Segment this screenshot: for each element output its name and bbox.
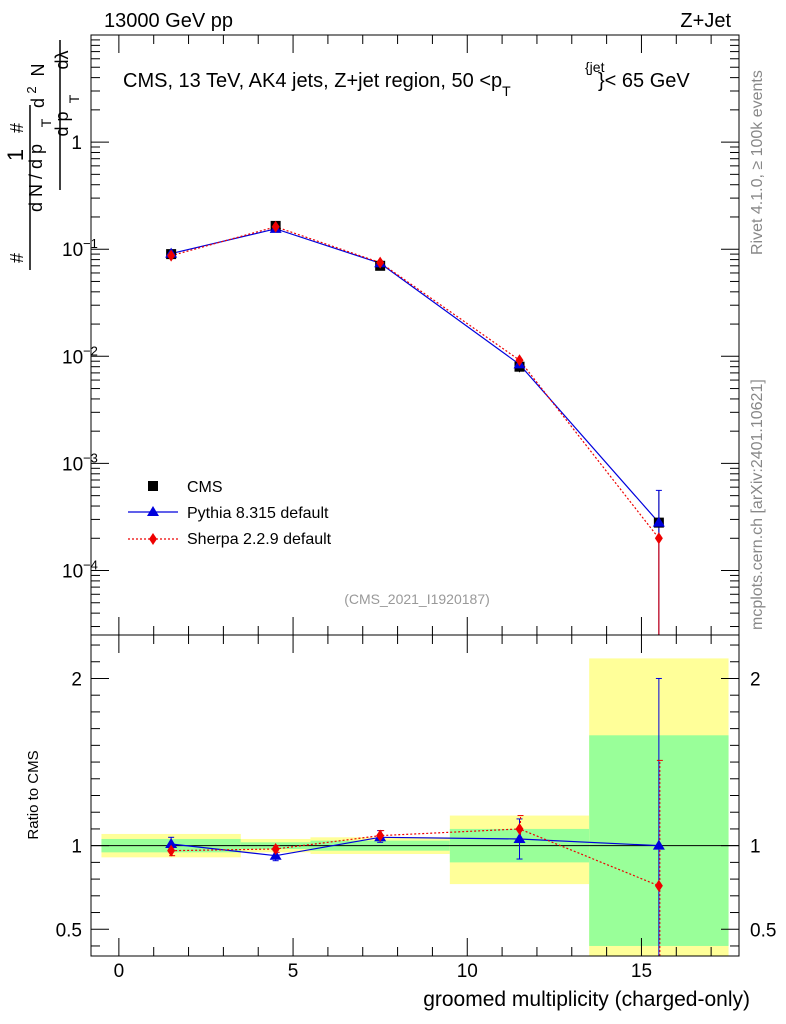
- xtick-label-0: 0: [114, 961, 125, 982]
- legend-cms-marker: [148, 481, 158, 491]
- xtick-label-1: 5: [288, 961, 299, 982]
- main-error-bars: [170, 223, 662, 635]
- main-line-pythia: [170, 228, 660, 524]
- main-y-axis-label: 1 # d N / d p T # d p T dλ d 2 N: [3, 40, 82, 270]
- main-ytick-label-exp-4: −4: [83, 558, 98, 573]
- ylabel-part-1: 1: [3, 149, 28, 161]
- ratio-markers: [165, 822, 665, 892]
- rivet-label: Rivet 4.1.0, ≥ 100k events: [749, 70, 766, 255]
- collision-label: 13000 GeV pp: [104, 10, 233, 32]
- main-point-sherpa-2: [376, 256, 385, 269]
- ratio-y-tick-labels: 0.5 0.5 1 1 2 2: [56, 669, 777, 941]
- ratio-point-sherpa-1: [271, 843, 280, 855]
- x-axis-label: groomed multiplicity (charged-only): [423, 988, 750, 1011]
- title-main: CMS, 13 TeV, AK4 jets, Z+jet region, 50 …: [123, 70, 502, 92]
- main-ytick-label-2: 10: [62, 347, 83, 368]
- x-tick-labels: 0 5 10 15: [114, 961, 652, 982]
- ratio-ytick-label-right-1: 1: [750, 837, 761, 858]
- ylabel-part-10: 2: [24, 86, 39, 93]
- legend-pythia-marker: [147, 506, 159, 516]
- main-point-sherpa-1: [271, 220, 280, 233]
- ratio-ytick-label-right-0: 0.5: [750, 920, 776, 941]
- main-ytick-label-exp-3: −3: [83, 450, 98, 465]
- main-ytick-label-1: 10: [62, 240, 83, 261]
- main-ytick-label-3: 10: [62, 454, 83, 475]
- legend-cms-label: CMS: [187, 479, 223, 496]
- ylabel-part-7: T: [66, 94, 82, 103]
- ratio-point-sherpa-0: [167, 844, 176, 857]
- ratio-ytick-label-left-0: 0.5: [56, 920, 82, 941]
- main-point-pythia-4: [652, 516, 665, 527]
- ylabel-part-4: T: [38, 118, 54, 127]
- ratio-uncertainty-bands: [101, 658, 729, 956]
- analysis-id: (CMS_2021_I1920187): [344, 591, 490, 607]
- title-tail: }< 65 GeV: [598, 70, 690, 92]
- ylabel-part-2: #: [7, 253, 27, 263]
- ratio-point-sherpa-4: [654, 879, 663, 892]
- main-point-sherpa-0: [167, 249, 176, 262]
- ratio-ticks: [91, 635, 739, 956]
- main-ticks: [91, 34, 739, 635]
- main-y-tick-labels: 110−110−210−310−4: [62, 133, 98, 582]
- main-point-sherpa-3: [515, 354, 524, 367]
- main-ytick-label-exp-1: −1: [83, 236, 98, 251]
- legend-sherpa-label: Sherpa 2.2.9 default: [187, 531, 332, 548]
- ratio-ytick-label-left-2: 2: [71, 669, 82, 690]
- ratio-point-pythia-0: [165, 837, 178, 848]
- legend-pythia-label: Pythia 8.315 default: [187, 505, 329, 522]
- xtick-label-3: 15: [631, 961, 652, 982]
- ratio-point-sherpa-2: [376, 829, 385, 842]
- title-sup: {jet: [585, 59, 605, 75]
- ylabel-part-8: dλ: [52, 50, 72, 69]
- main-ytick-label-0: 1: [71, 133, 82, 154]
- main-point-sherpa-4: [654, 532, 663, 545]
- main-series-lines: [170, 226, 660, 539]
- ratio-point-pythia-4: [652, 839, 665, 850]
- main-ytick-label-exp-2: −2: [83, 343, 98, 358]
- main-markers: [165, 220, 665, 545]
- ratio-panel: 0.5 0.5 1 1 2 2 0 5 10 15 Ratio to CMS groomed m…: [25, 634, 777, 1011]
- process-label: Z+Jet: [680, 10, 731, 32]
- main-ytick-label-4: 10: [62, 562, 83, 583]
- ratio-ytick-label-right-2: 2: [750, 669, 761, 690]
- legend-sherpa-marker: [149, 533, 157, 545]
- main-panel: 110−110−210−310−4 CMS, 13 TeV, AK4 jets,…: [3, 34, 740, 636]
- ylabel-part-5: #: [7, 123, 27, 133]
- ylabel-part-6: d p: [52, 111, 72, 136]
- title-sub: T: [502, 83, 511, 99]
- xtick-label-2: 10: [457, 961, 478, 982]
- main-line-sherpa: [170, 226, 660, 539]
- ratio-y-axis-label: Ratio to CMS: [25, 750, 42, 839]
- mcplots-label: mcplots.cern.ch [arXiv:2401.10621]: [749, 379, 766, 630]
- ratio-point-pythia-3: [513, 832, 526, 843]
- ylabel-part-3: d N / d p: [26, 144, 46, 212]
- ratio-ytick-label-left-1: 1: [71, 837, 82, 858]
- legend: CMS Pythia 8.315 default Sherpa 2.2.9 de…: [128, 479, 332, 548]
- ylabel-part-11: N: [28, 64, 48, 77]
- chart-title: CMS, 13 TeV, AK4 jets, Z+jet region, 50 …: [123, 70, 511, 99]
- ylabel-part-9: d: [28, 98, 48, 108]
- ratio-point-sherpa-3: [515, 822, 524, 835]
